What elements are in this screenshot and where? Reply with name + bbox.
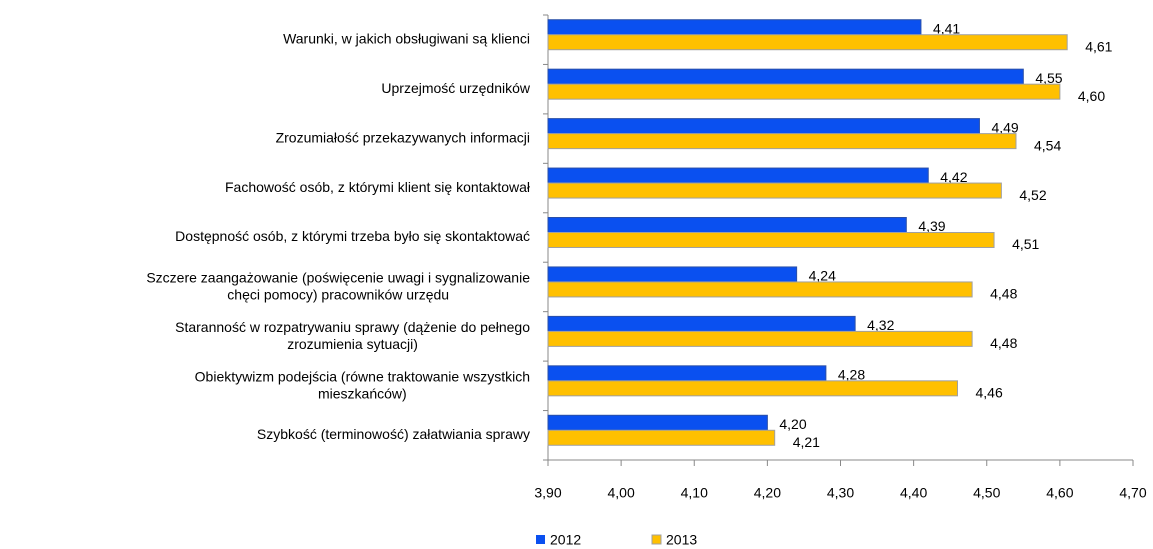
category-label: Szczere zaangażowanie (poświęcenie uwagi… bbox=[146, 269, 530, 302]
x-tick-label: 4,10 bbox=[681, 485, 708, 501]
category-label: Obiektywizm podejścia (równe traktowanie… bbox=[195, 368, 530, 401]
bar bbox=[547, 365, 827, 382]
category-label: Warunki, w jakich obsługiwani są klienci bbox=[283, 30, 530, 46]
x-tick-label: 4,60 bbox=[1046, 485, 1073, 501]
x-tick-label: 4,50 bbox=[973, 485, 1000, 501]
bar bbox=[547, 330, 973, 347]
x-tick-label: 3,90 bbox=[534, 485, 561, 501]
category-label: Dostępność osób, z którymi trzeba było s… bbox=[175, 228, 530, 244]
bar bbox=[547, 414, 768, 431]
value-label: 4,41 bbox=[933, 20, 960, 36]
x-tick-label: 4,20 bbox=[754, 485, 781, 501]
legend-swatch bbox=[536, 535, 545, 544]
legend-swatch bbox=[651, 534, 662, 545]
legend-label: 2013 bbox=[666, 532, 697, 548]
value-label: 4,39 bbox=[918, 218, 945, 234]
value-label: 4,32 bbox=[867, 317, 894, 333]
bar bbox=[547, 34, 1068, 51]
bar bbox=[547, 118, 980, 135]
value-label: 4,61 bbox=[1085, 38, 1112, 54]
value-label: 4,21 bbox=[793, 434, 820, 450]
value-label: 4,51 bbox=[1012, 236, 1039, 252]
category-label: Zrozumiałość przekazywanych informacji bbox=[276, 129, 530, 145]
bar bbox=[547, 83, 1061, 100]
value-label: 4,20 bbox=[779, 416, 806, 432]
category-label: Uprzejmość urzędników bbox=[381, 80, 530, 96]
value-label: 4,55 bbox=[1035, 70, 1062, 86]
bar bbox=[547, 380, 958, 397]
bar bbox=[547, 429, 776, 446]
bar bbox=[547, 182, 1002, 199]
value-label: 4,24 bbox=[809, 268, 836, 284]
bar bbox=[547, 217, 907, 233]
x-tick-label: 4,00 bbox=[608, 485, 635, 501]
value-label: 4,46 bbox=[976, 385, 1003, 401]
value-label: 4,52 bbox=[1019, 187, 1046, 203]
bar bbox=[547, 281, 973, 298]
x-tick-label: 4,40 bbox=[900, 485, 927, 501]
value-label: 4,48 bbox=[990, 286, 1017, 302]
value-label: 4,49 bbox=[991, 119, 1018, 135]
legend-label: 2012 bbox=[550, 532, 581, 548]
bar bbox=[547, 68, 1024, 85]
bar bbox=[547, 315, 856, 332]
value-label: 4,48 bbox=[990, 335, 1017, 351]
x-tick-label: 4,30 bbox=[827, 485, 854, 501]
value-label: 4,42 bbox=[940, 169, 967, 185]
category-label: Szybkość (terminowość) załatwiania spraw… bbox=[257, 426, 530, 442]
category-label: Fachowość osób, z którymi klient się kon… bbox=[225, 179, 531, 195]
bar bbox=[547, 266, 798, 283]
bar bbox=[547, 133, 1017, 150]
value-label: 4,54 bbox=[1034, 137, 1061, 153]
category-label: Staranność w rozpatrywaniu sprawy (dążen… bbox=[175, 319, 530, 352]
value-label: 4,60 bbox=[1078, 88, 1105, 104]
bar bbox=[547, 19, 922, 36]
bar bbox=[547, 232, 995, 248]
x-tick-label: 4,70 bbox=[1119, 485, 1146, 501]
value-label: 4,28 bbox=[838, 367, 865, 383]
bar bbox=[547, 167, 929, 184]
